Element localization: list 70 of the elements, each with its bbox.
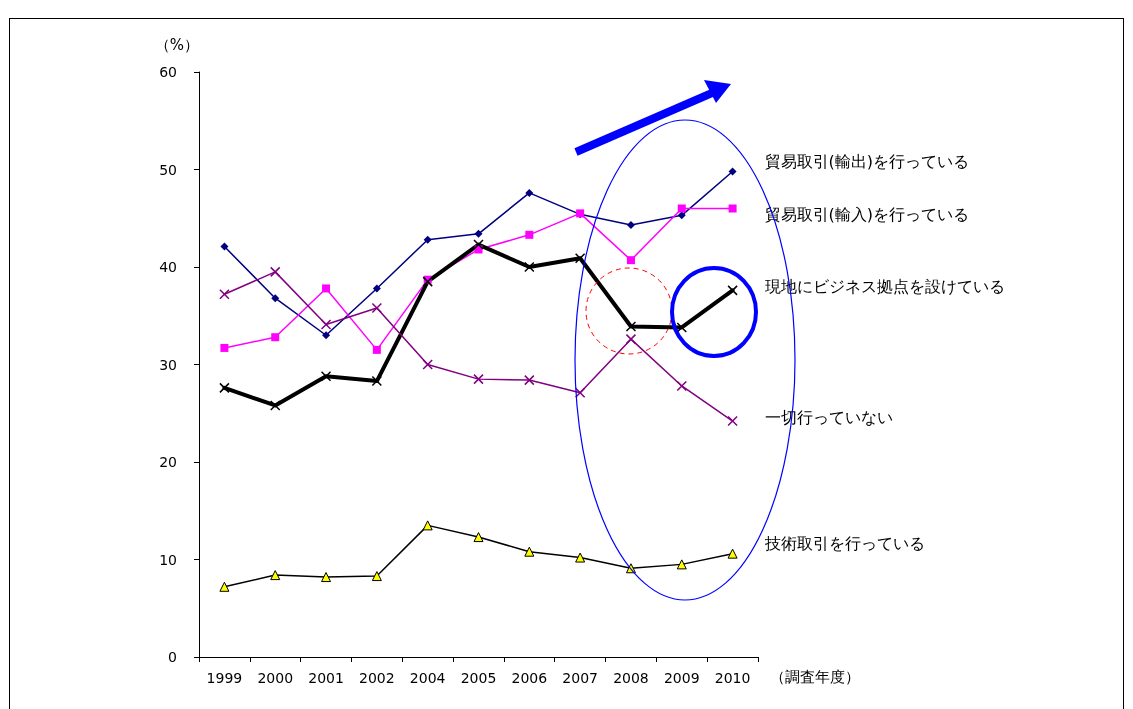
point [473,239,484,250]
point [219,382,230,394]
point [321,572,332,583]
point [372,284,381,293]
point [524,546,535,557]
point [220,242,229,251]
point [727,548,738,559]
point [371,571,382,582]
point [322,331,331,340]
x-tick-label: 2009 [663,670,700,686]
x-tick-label: 1999 [206,670,243,686]
x-tick-label: 2000 [257,670,294,686]
point [524,374,535,386]
point [474,229,483,238]
point [676,559,687,570]
point [473,373,484,385]
point [371,375,383,387]
point [320,370,332,382]
point [473,532,484,543]
point [371,302,383,314]
point [270,570,281,581]
x-tick-label: 2002 [359,670,395,686]
x-tick-label: 2007 [562,670,598,686]
point [372,345,381,354]
y-tick-label: 10 [159,551,177,568]
series-label: 技術取引を行っている [763,534,925,554]
point [320,319,332,330]
point [625,333,637,345]
point [322,284,331,293]
point [271,294,280,303]
point [271,333,280,342]
x-tick-label: 2001 [308,670,344,686]
point [625,321,637,332]
point [676,322,688,333]
point [727,285,738,296]
point [220,343,229,352]
y-axis-title: （%） [154,35,199,54]
point [525,188,534,197]
x-tick-label: 2005 [460,670,497,686]
y-tick-label: 30 [159,356,177,373]
point [422,359,433,370]
y-tick-label: 40 [159,259,177,275]
point [574,387,586,399]
point [574,252,586,264]
y-tick-label: 60 [159,64,177,80]
point [677,204,686,213]
point [525,230,534,239]
point [524,261,535,273]
point [676,380,688,392]
point [626,256,635,265]
point [269,400,281,411]
y-tick-label: 0 [168,649,177,665]
point [269,266,281,278]
point [219,289,230,300]
point [422,520,433,531]
point [727,415,738,427]
x-tick-label: 2004 [409,670,446,686]
point [219,581,230,592]
point [575,552,586,563]
y-tick-label: 50 [159,161,177,178]
point [626,221,635,230]
x-tick-label: 2008 [613,670,649,686]
point [728,167,737,176]
point [423,235,432,244]
x-axis-title: （調査年度） [770,667,860,686]
series-label: 貿易取引(輸出)を行っている [764,151,970,171]
point [728,204,737,213]
x-tick-label: 2006 [511,670,548,686]
x-tick-label: 2010 [714,670,751,686]
y-tick-label: 20 [159,454,177,470]
